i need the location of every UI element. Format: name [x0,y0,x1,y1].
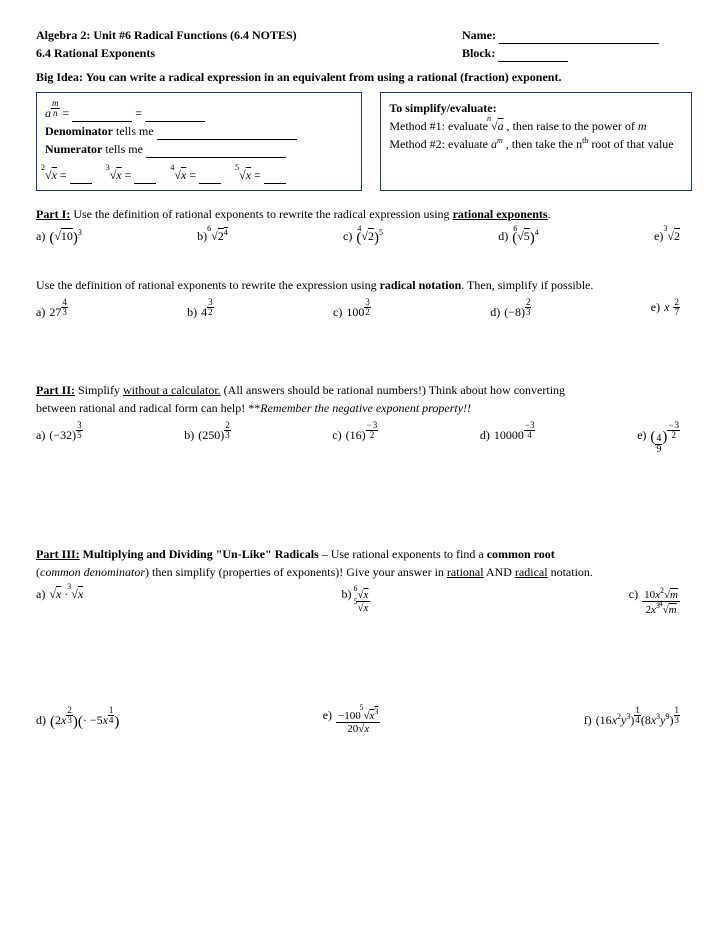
blank2 [145,112,205,122]
p1d: d) (6√5)4 [498,227,539,250]
part1b-head: Use the definition of rational exponents… [36,276,692,294]
num-blank [146,148,286,158]
big-idea-text: You can write a radical expression in an… [86,70,562,84]
big-idea: Big Idea: You can write a radical expres… [36,68,692,86]
p2b: b) 432 [187,298,214,321]
block-field: Block: [462,44,692,62]
part3-row2: d) (2x23)(· −5x14) e) −100 5√x3 20√x f) … [36,706,692,735]
frac-num: m [51,99,60,108]
nth-root-a: n√a [491,117,504,135]
p1a: a) (√10)3 [36,227,82,250]
numerator-line: Numerator tells me [45,140,353,158]
p4d: d) (2x23)(· −5x14) [36,706,119,735]
root-2: 2√x = [45,166,92,184]
denominator-rest: tells me [113,124,157,138]
header-row-2: 6.4 Rational Exponents Block: [36,44,692,62]
name-blank [499,33,659,44]
roots-row: 2√x = 3√x = 4√x = 5√x = [45,166,353,184]
part3-head: Part III: Multiplying and Dividing "Un-L… [36,545,692,581]
frac-den: n [52,109,59,118]
p2c: c) 10032 [333,298,371,321]
block-label: Block: [462,46,495,60]
part2-head: Part II: Simplify without a calculator. … [36,381,692,417]
root-4: 4√x = [174,166,221,184]
p3d: d) 10000−34 [480,421,536,455]
part3-label: Part III: [36,547,80,561]
denominator-label: Denominator [45,124,113,138]
methods-box: To simplify/evaluate: Method #1: evaluat… [380,92,692,191]
part2-problems: a) (−32)35 b) (250)23 c) (16)−32 d) 1000… [36,421,692,455]
part1-head: Part I: Use the definition of rational e… [36,205,692,223]
name-field: Name: [462,26,692,44]
method-2: Method #2: evaluate am , then take the n… [389,135,683,153]
part1b-problems: a) 2743 b) 432 c) 10032 d) (−8)23 e) x27 [36,298,692,321]
p1e: e) 3√2 [654,227,680,250]
p2a: a) 2743 [36,298,68,321]
def-expr-line: amn = = [45,99,353,122]
p3a: a) (−32)35 [36,421,83,455]
p2d: d) (−8)23 [490,298,531,321]
p3e: e) (49)−32 [637,421,680,455]
p3c: c) (16)−32 [332,421,378,455]
root-5: 5√x = [239,166,286,184]
methods-title: To simplify/evaluate: [389,99,683,117]
p1c: c) (4√2)5 [343,227,383,250]
exp-frac: mn [51,99,60,118]
part2-label: Part II: [36,383,75,397]
boxes-row: amn = = Denominator tells me Numerator t… [36,92,692,191]
p2e: e) x27 [651,298,680,321]
denominator-line: Denominator tells me [45,122,353,140]
blank1 [72,112,132,122]
definition-box: amn = = Denominator tells me Numerator t… [36,92,362,191]
header-row-1: Algebra 2: Unit #6 Radical Functions (6.… [36,26,692,44]
numerator-label: Numerator [45,142,102,156]
p4e: e) −100 5√x3 20√x [323,706,381,735]
p4c: c) 10x2√m 2x3 4√m [629,585,680,616]
part1-label: Part I: [36,207,70,221]
title-line2: 6.4 Rational Exponents [36,44,462,62]
method-1: Method #1: evaluate n√a , then raise to … [389,117,683,135]
name-label: Name: [462,28,496,42]
p1b: b) 6√24 [197,227,228,250]
part3-row1: a) √x · 3√x b) 6√x 5√x c) 10x2√m 2x3 4√m [36,585,692,616]
p4a: a) √x · 3√x [36,585,83,616]
numerator-rest: tells me [102,142,146,156]
block-blank [498,51,568,62]
eq2: = [135,106,142,120]
p3b: b) (250)23 [184,421,231,455]
root-3: 3√x = [110,166,157,184]
den-blank [157,130,297,140]
eq1: = [63,106,70,120]
big-idea-prefix: Big Idea: [36,70,86,84]
part1-problems: a) (√10)3 b) 6√24 c) (4√2)5 d) (6√5)4 e)… [36,227,692,250]
p4f: f) (16x2y3)14(8x3y9)13 [584,706,680,735]
p4b: b) 6√x 5√x [342,585,371,616]
title-line1: Algebra 2: Unit #6 Radical Functions (6.… [36,26,462,44]
